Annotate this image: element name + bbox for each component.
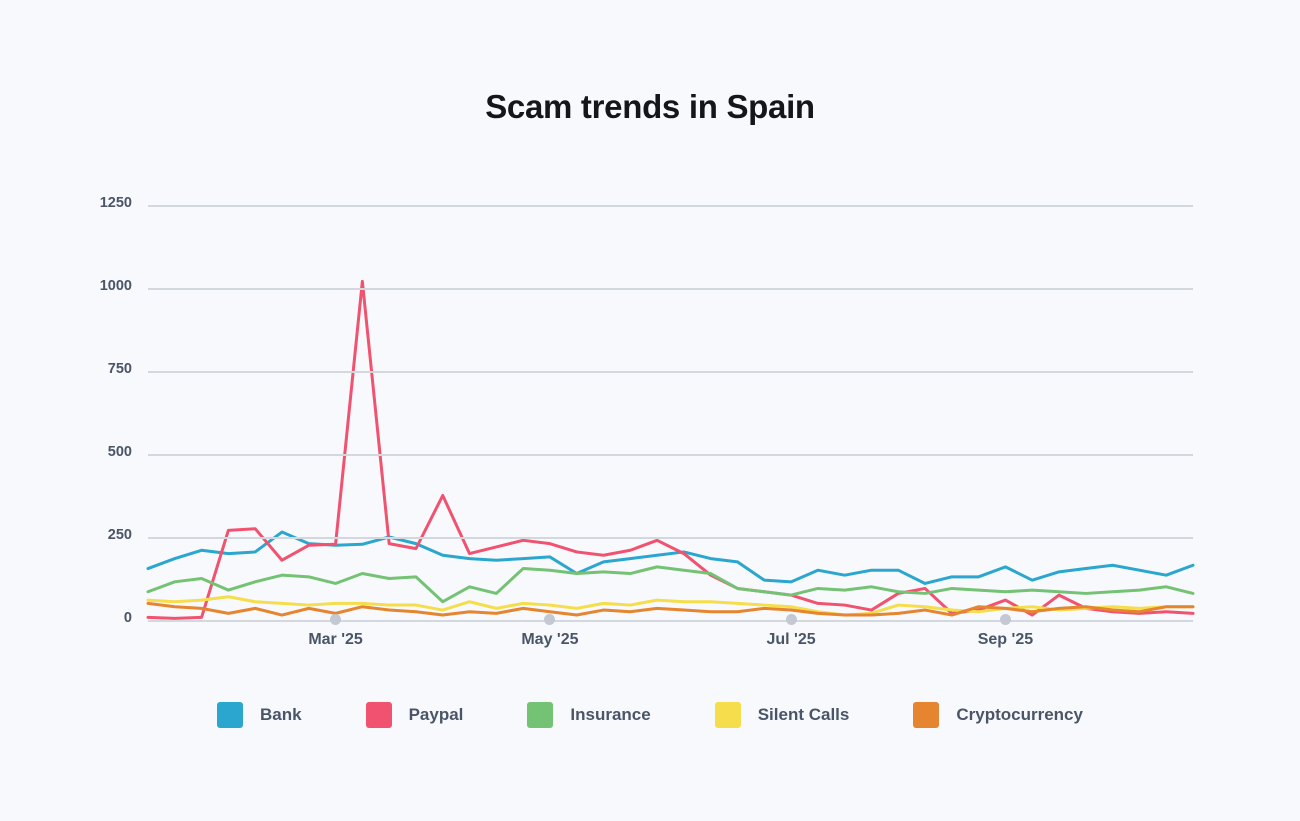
legend-item-label: Insurance: [570, 705, 651, 724]
y-axis-tick-label: 1000: [99, 278, 132, 294]
x-axis-tick-marker: [999, 614, 1011, 625]
legend-swatch-icon: [913, 702, 940, 728]
legend-item-cryptocurrency[interactable]: Cryptocurrency: [913, 702, 1083, 728]
chart-legend: Bank Paypal Insurance Silent Calls Cryptocur…: [0, 702, 1300, 728]
series-line-cryptocurrency: [146, 601, 1195, 617]
x-axis-tick-marker: [544, 614, 556, 625]
series-lines: [146, 279, 1195, 620]
y-axis-tick-label: 0: [123, 610, 132, 626]
legend-swatch-icon: [365, 702, 392, 728]
legend-swatch-icon: [714, 702, 741, 728]
legend-swatch-icon: [527, 702, 554, 728]
legend-item-label: Bank: [260, 705, 302, 724]
legend-item-insurance[interactable]: Insurance: [527, 702, 651, 728]
page-title: Scam trends in Spain: [485, 88, 815, 125]
gridline: [148, 288, 1193, 290]
y-axis-tick-label: 500: [107, 444, 132, 460]
legend-item-paypal[interactable]: Paypal: [365, 702, 464, 728]
legend-item-label: Paypal: [408, 705, 464, 724]
y-axis-tick-label: 250: [107, 527, 132, 543]
gridline: [148, 454, 1193, 456]
x-axis-tick-label: Sep '25: [977, 631, 1034, 648]
series-line-insurance: [146, 565, 1195, 604]
legend-swatch-icon: [217, 702, 244, 728]
plot-area: [146, 205, 1195, 625]
y-axis-tick-label: 1250: [99, 195, 132, 211]
legend-item-label: Cryptocurrency: [956, 705, 1083, 724]
legend-item-label: Silent Calls: [757, 705, 850, 724]
x-axis-tick-marker: [330, 614, 342, 625]
x-axis-tick-label: May '25: [521, 631, 579, 648]
gridline: [148, 620, 1193, 622]
gridline: [148, 205, 1193, 207]
y-axis-tick-label: 750: [107, 361, 132, 377]
gridline: [148, 537, 1193, 539]
x-axis-tick-label: Jul '25: [766, 631, 816, 648]
gridline: [148, 371, 1193, 373]
legend-item-bank[interactable]: Bank: [217, 702, 302, 728]
legend-item-silent-calls[interactable]: Silent Calls: [714, 702, 850, 728]
series-line-silent-calls: [146, 595, 1195, 617]
x-axis-tick-marker: [785, 614, 797, 625]
x-axis-tick-label: Mar '25: [308, 631, 363, 648]
